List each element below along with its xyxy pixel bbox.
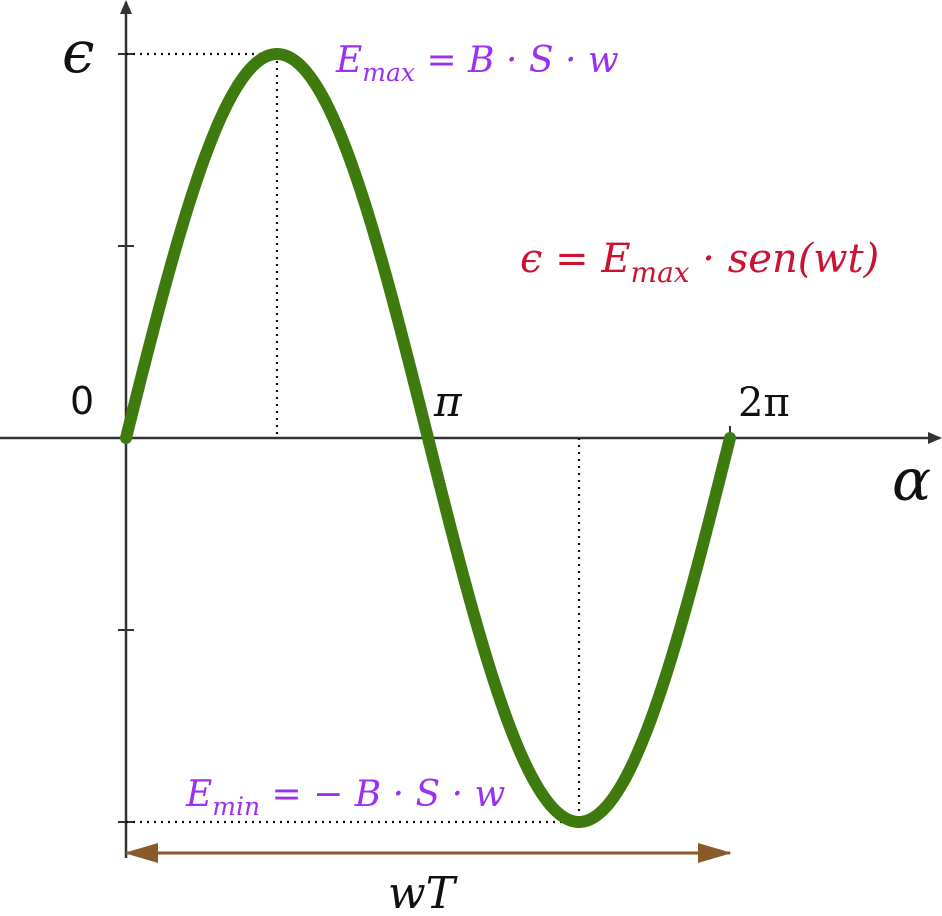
emax-annotation: Emax = B · S · w — [335, 40, 619, 87]
y-axis-label: ϵ — [62, 18, 94, 86]
x-tick-label-2pi: 2π — [738, 380, 790, 426]
sine-curve — [120, 48, 736, 828]
x-tick-label-pi: π — [433, 377, 463, 426]
period-label: wT — [388, 868, 459, 916]
emin-annotation: Emin = − B · S · w — [185, 774, 506, 821]
x-axis-label: α — [892, 446, 931, 514]
dotted-guides — [126, 52, 581, 824]
x-tick-label-0: 0 — [70, 379, 94, 423]
emf-formula: ϵ = Emax · sen(wt) — [520, 236, 879, 289]
